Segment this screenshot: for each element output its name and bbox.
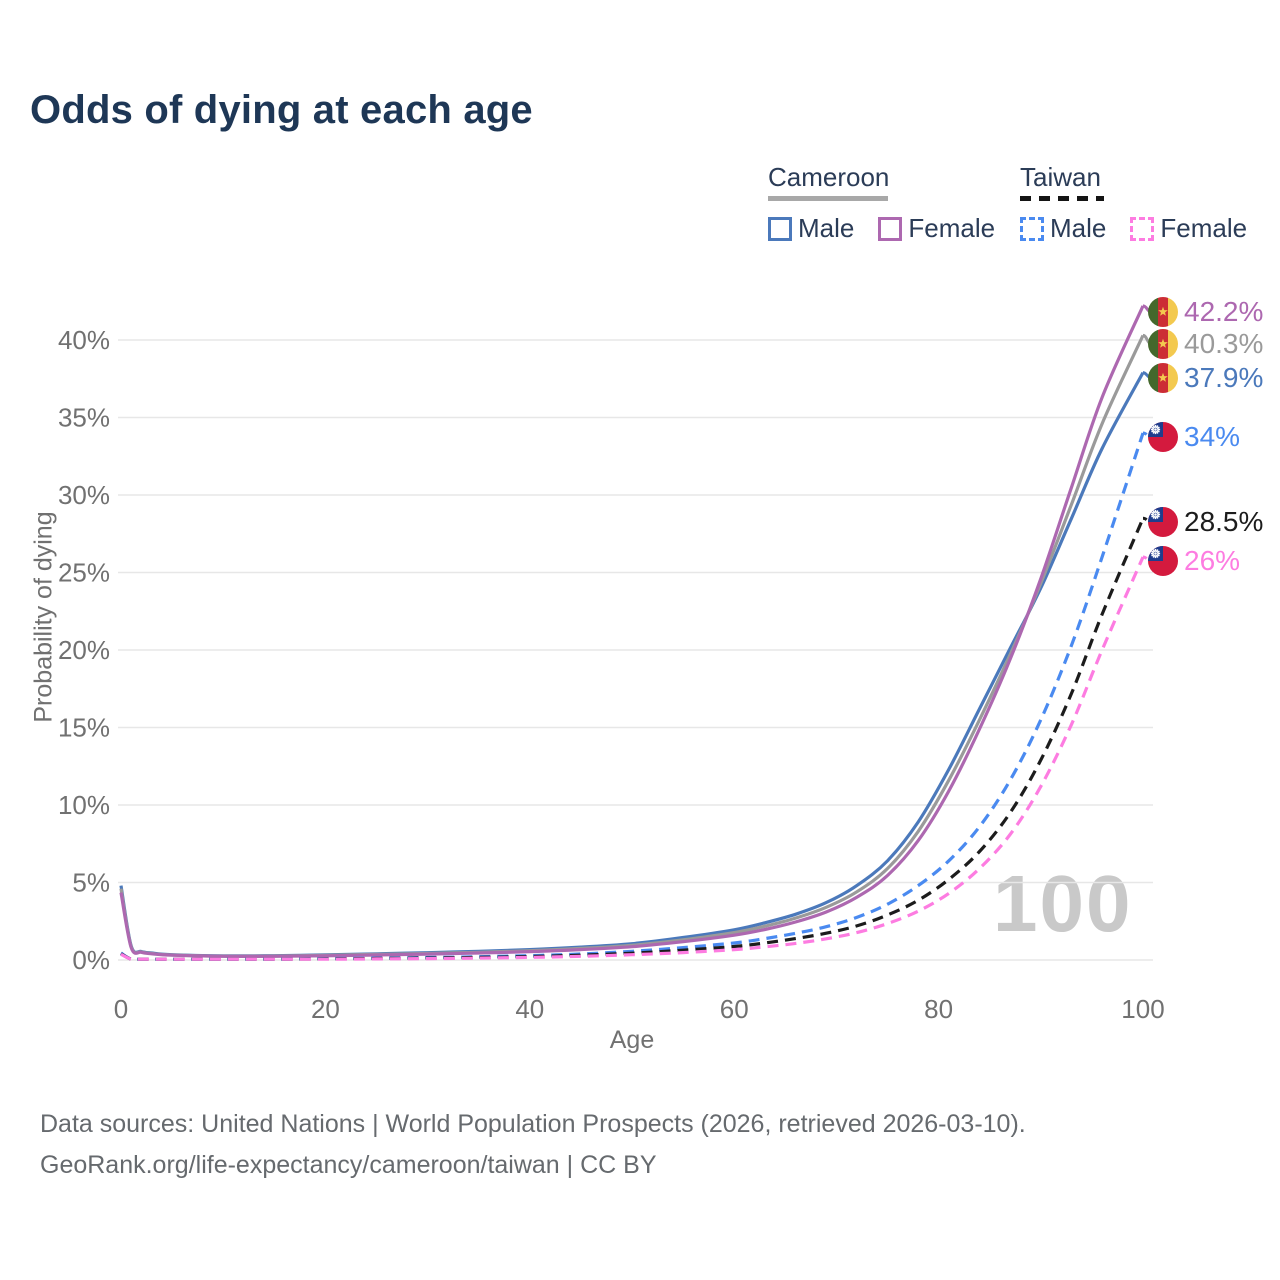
y-tick-label: 5% — [72, 868, 110, 898]
x-tick-label: 100 — [1121, 994, 1164, 1024]
end-value-label: 40.3% — [1184, 328, 1264, 359]
end-value-label: 34% — [1184, 421, 1241, 452]
taiwan-male-swatch-icon — [1020, 216, 1044, 241]
data-source-note: Data sources: United Nations | World Pop… — [40, 1104, 1026, 1186]
series-taiwan-total[interactable] — [120, 517, 1145, 961]
x-axis-title: Age — [609, 1026, 655, 1054]
legend-item-label: Male — [798, 213, 855, 243]
cameroon-flag-icon — [1148, 363, 1178, 393]
age-counter-watermark: 100 — [993, 859, 1133, 948]
series-cameroon-total[interactable] — [119, 334, 1145, 958]
legend-group-cameroon: Cameroon Male Female — [768, 162, 995, 244]
end-label-cameroon-female: 42.2% — [1148, 297, 1263, 327]
series-taiwan-female[interactable] — [120, 556, 1145, 961]
x-tick-label: 80 — [924, 994, 953, 1024]
y-tick-label: 0% — [72, 945, 110, 975]
legend-cameroon-label: Cameroon — [768, 162, 890, 192]
end-label-cameroon-total: 40.3% — [1148, 329, 1263, 359]
source-line-1: Data sources: United Nations | World Pop… — [40, 1110, 1026, 1138]
end-value-label: 26% — [1184, 545, 1241, 576]
cameroon-solid-line-key — [768, 196, 888, 201]
cameroon-flag-icon — [1148, 329, 1178, 359]
end-value-label: 42.2% — [1184, 296, 1264, 327]
taiwan-dashed-line-key — [1020, 196, 1104, 201]
source-line-2: GeoRank.org/life-expectancy/cameroon/tai… — [40, 1151, 657, 1179]
y-tick-label: 15% — [58, 713, 110, 743]
end-label-taiwan-total: 28.5% — [1148, 507, 1263, 537]
y-tick-label: 20% — [58, 635, 110, 665]
legend-group-taiwan: Taiwan Male Female — [1020, 162, 1247, 244]
taiwan-flag-icon — [1148, 546, 1178, 576]
cameroon-male-swatch-icon — [768, 216, 792, 241]
y-axis-title: Probability of dying — [29, 511, 58, 723]
end-label-cameroon-male: 37.9% — [1148, 363, 1263, 393]
y-tick-label: 25% — [58, 558, 110, 588]
y-tick-label: 30% — [58, 480, 110, 510]
chart-title: Odds of dying at each age — [30, 88, 533, 132]
legend-item-label: Female — [1160, 213, 1248, 243]
cameroon-flag-icon — [1148, 297, 1178, 327]
series-cameroon-male[interactable] — [119, 371, 1145, 958]
end-value-label: 37.9% — [1184, 362, 1264, 393]
legend-item-label: Female — [908, 213, 996, 243]
y-tick-label: 35% — [58, 403, 110, 433]
series-cameroon-female[interactable] — [119, 305, 1145, 959]
end-value-label: 28.5% — [1184, 506, 1264, 537]
taiwan-flag-icon — [1148, 422, 1178, 452]
legend-item-cameroon-male[interactable]: Male — [768, 213, 854, 244]
x-tick-label: 20 — [311, 994, 340, 1024]
legend-item-cameroon-female[interactable]: Female — [878, 213, 995, 244]
end-label-taiwan-female: 26% — [1148, 546, 1240, 576]
legend-item-taiwan-female[interactable]: Female — [1130, 213, 1247, 244]
cameroon-female-swatch-icon — [878, 216, 903, 241]
y-tick-label: 40% — [58, 325, 110, 355]
x-tick-label: 40 — [515, 994, 544, 1024]
y-tick-label: 10% — [58, 790, 110, 820]
taiwan-flag-icon — [1148, 507, 1178, 537]
legend-taiwan-label: Taiwan — [1020, 162, 1101, 192]
taiwan-female-swatch-icon — [1130, 216, 1155, 241]
x-tick-label: 60 — [720, 994, 749, 1024]
end-label-taiwan-male: 34% — [1148, 422, 1240, 452]
legend-item-taiwan-male[interactable]: Male — [1020, 213, 1106, 244]
legend-item-label: Male — [1050, 213, 1107, 243]
x-tick-label: 0 — [114, 994, 128, 1024]
